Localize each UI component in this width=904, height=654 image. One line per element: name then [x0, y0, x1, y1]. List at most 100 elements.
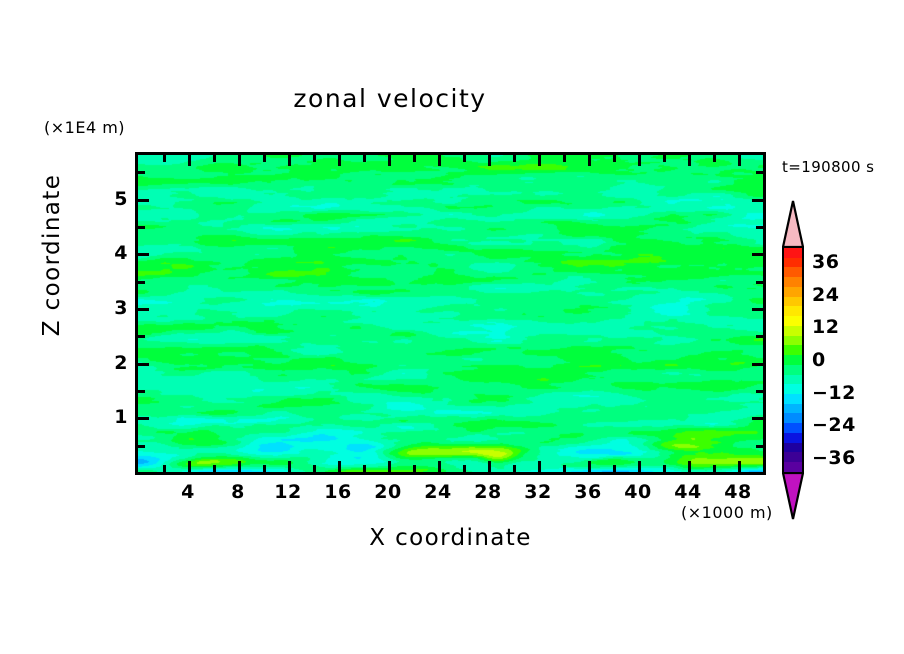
- colorbar-band: [784, 306, 802, 317]
- colorbar-band: [784, 374, 802, 385]
- colorbar-band: [784, 345, 802, 356]
- colorbar-band: [784, 257, 802, 268]
- y-tick-label: 5: [114, 187, 128, 210]
- axis-tick: [288, 155, 291, 166]
- colorbar-band: [784, 364, 802, 375]
- y-tick-label: 3: [114, 297, 128, 320]
- axis-tick: [413, 465, 416, 472]
- colorbar-band: [784, 267, 802, 278]
- axis-tick: [138, 308, 149, 312]
- colorbar-band: [784, 286, 802, 297]
- y-axis-tick-labels: 1 2 3 4 5: [0, 0, 128, 654]
- velocity-field-canvas: [138, 155, 763, 472]
- axis-tick: [138, 280, 145, 284]
- colorbar-band: [784, 432, 802, 443]
- axis-tick: [138, 198, 149, 202]
- axis-tick: [756, 335, 763, 339]
- axis-tick: [138, 444, 145, 448]
- axis-tick: [138, 226, 145, 230]
- colorbar-band: [784, 355, 802, 365]
- colorbar-tick-label: 0: [812, 349, 826, 371]
- axis-tick: [713, 155, 716, 162]
- y-tick-label: 2: [114, 351, 128, 374]
- axis-tick: [363, 155, 366, 162]
- x-tick-label: 44: [674, 481, 702, 503]
- axis-tick: [163, 465, 166, 472]
- y-tick-label: 4: [114, 242, 128, 265]
- axis-tick: [563, 465, 566, 472]
- axis-tick: [213, 155, 216, 162]
- axis-tick: [538, 155, 541, 166]
- axis-tick: [188, 155, 191, 166]
- axis-tick: [388, 461, 391, 472]
- colorbar-band: [784, 277, 802, 287]
- contour-plot-area: [135, 152, 766, 475]
- colorbar-tick-label: 24: [812, 283, 840, 306]
- colorbar-tick-label: −36: [812, 446, 856, 469]
- axis-tick: [613, 155, 616, 162]
- axis-tick: [756, 390, 763, 394]
- colorbar-tick-label: −24: [812, 414, 856, 437]
- colorbar: 36 24 12 0 −12 −24 −36: [782, 200, 855, 520]
- axis-tick: [513, 465, 516, 472]
- colorbar-tick-label: 12: [812, 316, 840, 339]
- colorbar-band: [784, 248, 802, 258]
- axis-tick: [163, 155, 166, 162]
- axis-tick: [438, 155, 441, 166]
- x-axis-units-label: (×1000 m): [681, 503, 773, 522]
- axis-tick: [463, 155, 466, 162]
- axis-tick: [752, 362, 763, 366]
- axis-tick: [313, 465, 316, 472]
- colorbar-band: [784, 394, 802, 404]
- colorbar-band: [784, 296, 802, 307]
- axis-tick: [288, 461, 291, 472]
- colorbar-band: [784, 462, 802, 472]
- colorbar-under-arrow-icon: [782, 472, 804, 520]
- colorbar-band: [784, 316, 802, 326]
- axis-tick: [713, 465, 716, 472]
- axis-tick: [756, 226, 763, 230]
- axis-tick: [263, 155, 266, 162]
- colorbar-band: [784, 325, 802, 336]
- axis-tick: [613, 465, 616, 472]
- colorbar-tick-label: −12: [812, 381, 856, 404]
- axis-tick: [588, 155, 591, 166]
- axis-tick: [756, 171, 763, 175]
- axis-tick: [638, 155, 641, 166]
- axis-tick: [213, 465, 216, 472]
- x-tick-label: 8: [231, 481, 245, 503]
- page-title: zonal velocity: [293, 84, 487, 113]
- time-annotation: t=190800 s: [782, 158, 875, 176]
- axis-tick: [588, 461, 591, 472]
- axis-tick: [752, 308, 763, 312]
- axis-tick: [313, 155, 316, 162]
- axis-tick: [738, 461, 741, 472]
- x-tick-label: 36: [574, 481, 602, 503]
- colorbar-band: [784, 452, 802, 463]
- axis-tick: [688, 461, 691, 472]
- axis-tick: [263, 465, 266, 472]
- axis-tick: [138, 362, 149, 366]
- x-tick-label: 48: [724, 481, 752, 503]
- colorbar-tick-label: 36: [812, 251, 840, 274]
- axis-tick: [488, 461, 491, 472]
- axis-tick: [752, 198, 763, 202]
- x-tick-label: 4: [181, 481, 195, 503]
- colorbar-band: [784, 442, 802, 453]
- colorbar-band: [784, 413, 802, 424]
- axis-tick: [638, 461, 641, 472]
- axis-tick: [688, 155, 691, 166]
- axis-tick: [138, 417, 149, 421]
- x-axis-title: X coordinate: [369, 525, 532, 551]
- axis-tick: [413, 155, 416, 162]
- axis-tick: [538, 461, 541, 472]
- axis-tick: [752, 417, 763, 421]
- colorbar-band: [784, 403, 802, 414]
- x-tick-label: 16: [324, 481, 352, 503]
- colorbar-band: [784, 423, 802, 433]
- colorbar-over-arrow-icon: [782, 200, 804, 248]
- colorbar-band: [784, 335, 802, 346]
- x-tick-label: 32: [524, 481, 552, 503]
- axis-tick: [438, 461, 441, 472]
- axis-tick: [463, 465, 466, 472]
